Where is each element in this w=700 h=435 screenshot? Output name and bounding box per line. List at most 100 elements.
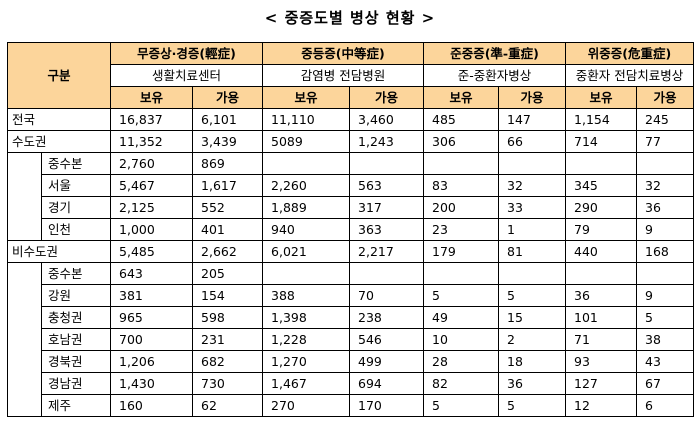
held-value: 127 <box>565 372 638 395</box>
available-value: 238 <box>349 306 425 329</box>
held-value: 1,206 <box>110 350 194 373</box>
held-value: 2,260 <box>262 174 351 197</box>
available-value <box>636 152 695 175</box>
held-value: 82 <box>423 372 500 395</box>
held-value: 5,485 <box>110 240 194 263</box>
held-value: 940 <box>262 218 351 241</box>
available-value: 1,243 <box>349 130 425 153</box>
subregion-label: 경기 <box>40 196 112 219</box>
table-row: 인천 1,000 401 940 363 23 1 79 9 <box>8 218 695 241</box>
held-value <box>565 152 638 175</box>
available-value: 77 <box>636 130 695 153</box>
available-value: 563 <box>349 174 425 197</box>
available-value: 18 <box>498 350 567 373</box>
available-value <box>498 152 567 175</box>
held-header: 보유 <box>423 86 500 109</box>
held-value: 290 <box>565 196 638 219</box>
held-value: 1,154 <box>565 108 638 131</box>
held-value: 485 <box>423 108 500 131</box>
held-value: 1,228 <box>262 328 351 351</box>
available-header: 가용 <box>192 86 264 109</box>
subregion-label: 서울 <box>40 174 112 197</box>
facility-header-moderate: 감염병 전담병원 <box>262 64 425 87</box>
available-value: 1,617 <box>192 174 264 197</box>
category-header-severe: 위중증(危重症) <box>565 42 695 65</box>
table-row: 중수본 2,760 869 <box>7 152 695 241</box>
available-value: 43 <box>636 350 695 373</box>
held-header: 보유 <box>565 86 638 109</box>
available-value <box>349 262 425 285</box>
table-row: 수도권 11,352 3,439 5089 1,243 306 66 714 77 <box>6 130 695 153</box>
held-value: 79 <box>565 218 638 241</box>
held-value: 306 <box>423 130 500 153</box>
available-value: 9 <box>636 284 695 307</box>
table-row: 서울 5,467 1,617 2,260 563 83 32 345 32 <box>8 174 695 197</box>
category-header-moderate: 중등증(中等症) <box>262 42 425 65</box>
held-value: 160 <box>110 394 194 417</box>
subregion-label: 중수본 <box>40 262 112 285</box>
available-value: 2 <box>498 328 567 351</box>
table-row: 전국 16,837 6,101 11,110 3,460 485 147 1,154 245 <box>6 108 695 131</box>
table-row: 경북권 1,206 682 1,270 499 28 18 93 43 <box>8 350 695 373</box>
available-value: 3,460 <box>349 108 425 131</box>
held-value: 23 <box>423 218 500 241</box>
held-value: 11,110 <box>262 108 351 131</box>
held-header: 보유 <box>262 86 351 109</box>
available-header: 가용 <box>349 86 425 109</box>
available-value: 682 <box>192 350 264 373</box>
table-row: 중수본 643 205 <box>7 262 695 417</box>
held-value: 71 <box>565 328 638 351</box>
subregion-label: 중수본 <box>40 152 112 175</box>
available-value: 2,662 <box>192 240 264 263</box>
held-value <box>423 262 500 285</box>
available-value: 317 <box>349 196 425 219</box>
available-value: 5 <box>498 284 567 307</box>
available-value: 5 <box>498 394 567 417</box>
table-row: 비수도권 5,485 2,662 6,021 2,217 179 81 440 168 <box>6 240 695 263</box>
available-value <box>498 262 567 285</box>
available-value: 70 <box>349 284 425 307</box>
available-value: 36 <box>498 372 567 395</box>
held-value: 345 <box>565 174 638 197</box>
indent-cell <box>7 262 42 417</box>
held-value: 1,889 <box>262 196 351 219</box>
available-value: 3,439 <box>192 130 264 153</box>
available-value: 205 <box>192 262 264 285</box>
held-value: 101 <box>565 306 638 329</box>
held-value: 5 <box>423 394 500 417</box>
indent-cell <box>7 152 42 241</box>
available-value: 869 <box>192 152 264 175</box>
available-value: 81 <box>498 240 567 263</box>
held-value: 1,270 <box>262 350 351 373</box>
available-value: 245 <box>636 108 695 131</box>
held-value: 49 <box>423 306 500 329</box>
held-value: 6,021 <box>262 240 351 263</box>
table-row: 경기 2,125 552 1,889 317 200 33 290 36 <box>8 196 695 219</box>
subregion-label: 경북권 <box>40 350 112 373</box>
table-row: 강원 381 154 388 70 5 5 36 9 <box>8 284 695 307</box>
subregion-label: 인천 <box>40 218 112 241</box>
subregion-label: 호남권 <box>40 328 112 351</box>
held-value: 5,467 <box>110 174 194 197</box>
table-body: 전국 16,837 6,101 11,110 3,460 485 147 1,154 245 수도… <box>6 108 695 417</box>
category-header-semi-severe: 준중증(準-重症) <box>423 42 567 65</box>
held-value: 16,837 <box>110 108 194 131</box>
held-value: 270 <box>262 394 351 417</box>
available-value: 9 <box>636 218 695 241</box>
available-header: 가용 <box>498 86 567 109</box>
facility-header-severe: 중환자 전담치료병상 <box>565 64 695 87</box>
held-value: 36 <box>565 284 638 307</box>
held-value: 5089 <box>262 130 351 153</box>
available-value: 168 <box>636 240 695 263</box>
available-value: 552 <box>192 196 264 219</box>
held-value: 1,000 <box>110 218 194 241</box>
available-value <box>636 262 695 285</box>
subregion-label: 경남권 <box>40 372 112 395</box>
facility-header-semi-severe: 준-중환자병상 <box>423 64 567 87</box>
available-value: 62 <box>192 394 264 417</box>
available-value: 32 <box>498 174 567 197</box>
available-value: 694 <box>349 372 425 395</box>
available-value: 231 <box>192 328 264 351</box>
held-value: 381 <box>110 284 194 307</box>
held-value: 10 <box>423 328 500 351</box>
